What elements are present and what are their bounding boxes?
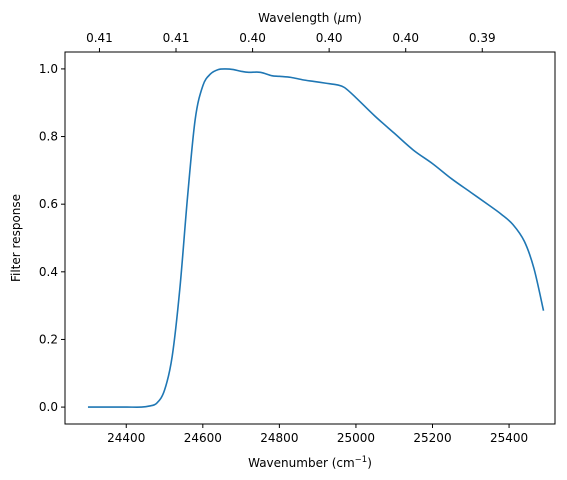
x-tick-label: 24400 xyxy=(107,431,145,445)
series-layer xyxy=(87,68,545,408)
y-tick-label: 0.8 xyxy=(39,130,58,144)
x-axis-label: Wavenumber (cm−1) xyxy=(248,455,372,470)
top-tick-label: 0.40 xyxy=(239,31,266,45)
y-axis-label: Filter response xyxy=(9,194,23,282)
x-tick-label: 25000 xyxy=(337,431,375,445)
filter-response-line xyxy=(87,68,545,408)
y-tick-label: 0.4 xyxy=(39,265,58,279)
top-axis-label: Wavelength (μm) xyxy=(258,11,362,25)
top-tick-label: 0.41 xyxy=(163,31,190,45)
y-tick-label: 1.0 xyxy=(39,62,58,76)
x-tick-label: 24600 xyxy=(184,431,222,445)
plot-frame xyxy=(64,51,556,425)
y-tick-label: 0.2 xyxy=(39,332,58,346)
tick-layer: 24400 24600 24800 25000 25200 254000.00.20.40… xyxy=(39,31,528,445)
y-tick-label: 0.0 xyxy=(39,400,58,414)
x-tick-label: 25400 xyxy=(490,431,528,445)
top-tick-label: 0.39 xyxy=(469,31,496,45)
x-tick-label: 24800 xyxy=(260,431,298,445)
top-tick-label: 0.40 xyxy=(392,31,419,45)
y-tick-label: 0.6 xyxy=(39,197,58,211)
top-tick-label: 0.41 xyxy=(86,31,113,45)
x-tick-label: 25200 xyxy=(413,431,451,445)
top-tick-label: 0.40 xyxy=(316,31,343,45)
